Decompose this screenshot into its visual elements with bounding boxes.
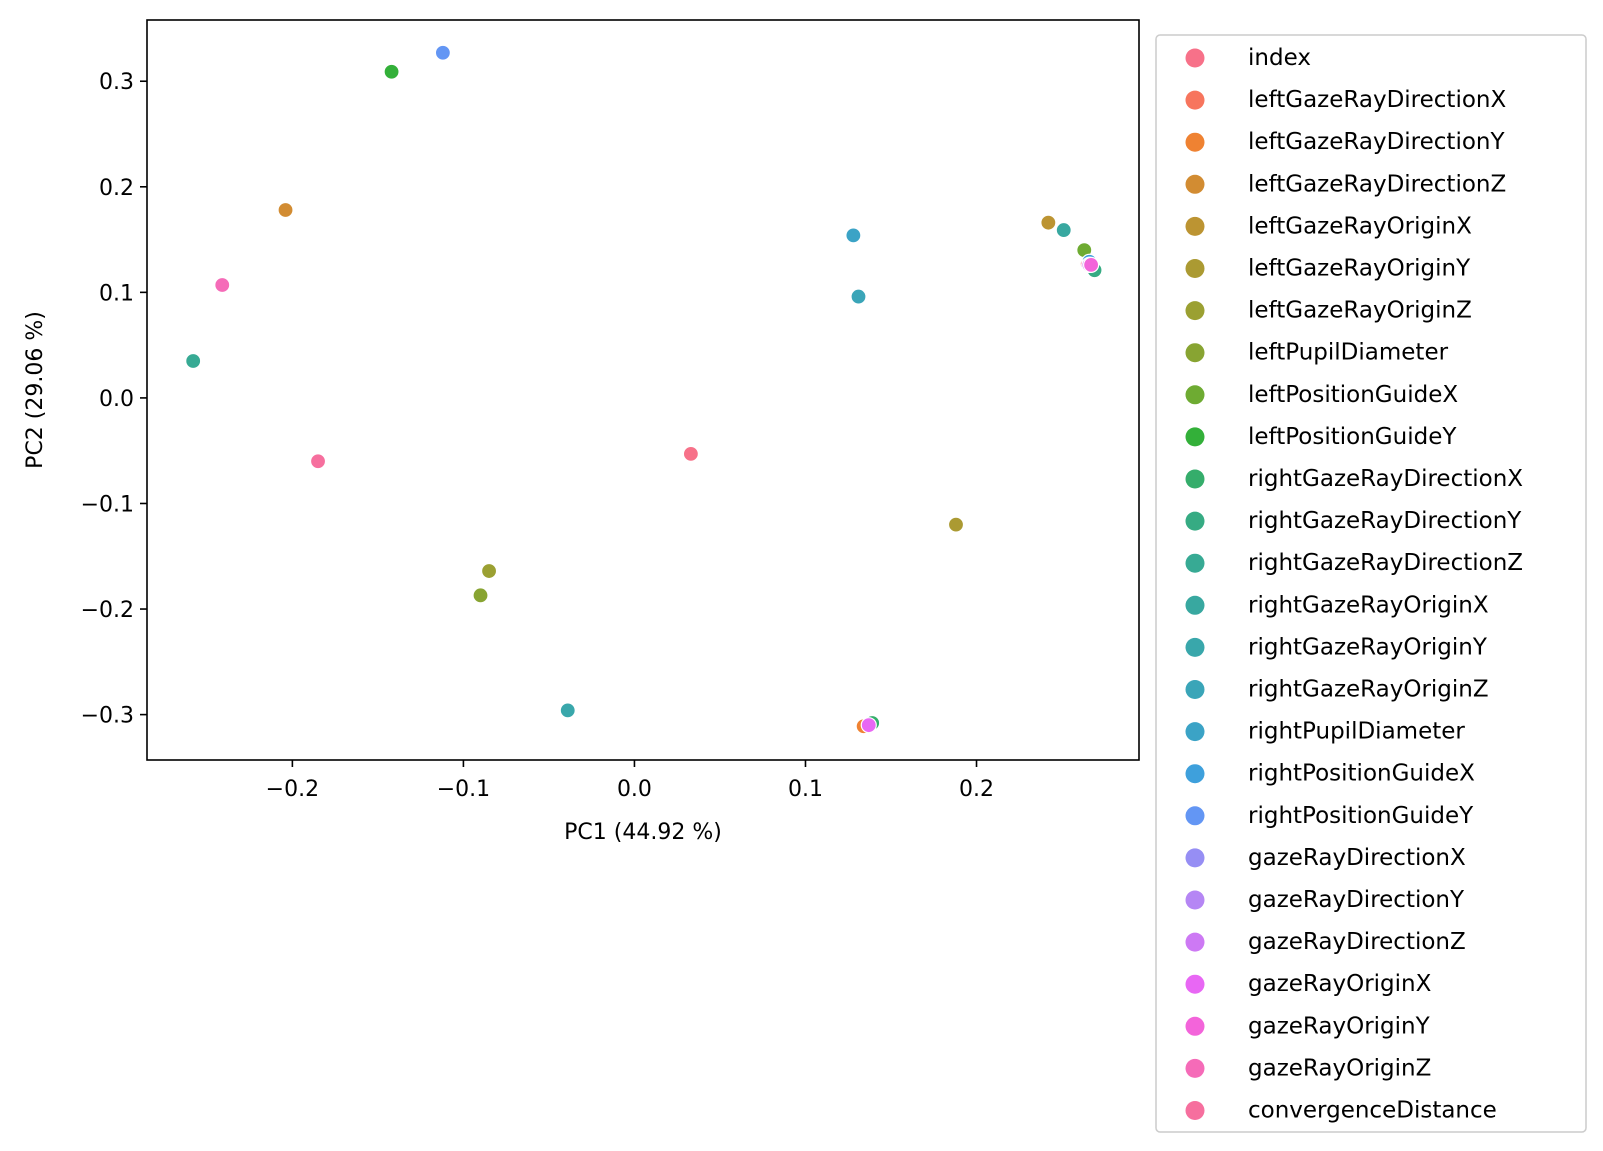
- y-tick-label: −0.1: [81, 492, 134, 517]
- legend-label: rightPositionGuideX: [1248, 761, 1475, 787]
- legend-marker: [1185, 259, 1205, 278]
- legend-label: gazeRayOriginX: [1248, 971, 1432, 997]
- legend-label: leftGazeRayDirectionY: [1248, 129, 1505, 155]
- data-point: [850, 288, 867, 305]
- data-point: [682, 445, 699, 462]
- legend-marker: [1185, 174, 1205, 194]
- data-point: [845, 227, 862, 244]
- x-tick-label: −0.2: [266, 777, 319, 802]
- y-tick-label: 0.2: [99, 176, 134, 201]
- legend-marker: [1185, 722, 1205, 742]
- legend-marker: [1185, 595, 1205, 615]
- data-points: [185, 44, 1103, 735]
- data-point: [559, 702, 576, 719]
- legend-label: rightPositionGuideY: [1248, 803, 1474, 829]
- x-tick-label: 0.0: [617, 777, 652, 802]
- data-point: [309, 453, 327, 470]
- y-axis: 0.3 0.2 0.1 0.0 −0.1 −0.2 −0.3: [81, 70, 147, 729]
- legend-marker: [1185, 806, 1205, 826]
- x-tick-label: 0.2: [959, 777, 994, 802]
- legend-marker: [1185, 301, 1205, 321]
- legend-marker: [1185, 90, 1205, 110]
- legend-marker: [1185, 1058, 1205, 1078]
- data-point: [214, 276, 231, 294]
- x-tick-label: −0.1: [437, 777, 490, 802]
- data-point: [480, 562, 498, 580]
- legend-marker: [1185, 132, 1205, 152]
- x-axis: −0.2 −0.1 0.0 0.1 0.2: [266, 760, 994, 802]
- data-point: [1055, 221, 1072, 239]
- plot-frame: [146, 19, 1140, 761]
- y-axis-label: PC2 (29.06 %): [23, 311, 48, 469]
- legend-label: convergenceDistance: [1248, 1098, 1497, 1124]
- legend-marker: [1185, 343, 1205, 363]
- legend-label: leftGazeRayDirectionZ: [1248, 171, 1506, 197]
- legend-label: gazeRayOriginY: [1248, 1013, 1431, 1039]
- legend-marker: [1185, 974, 1205, 994]
- legend-label: gazeRayDirectionY: [1248, 887, 1465, 913]
- legend-items: index leftGazeRayDirectionX leftGazeRayDir…: [1185, 45, 1523, 1124]
- plot-background: [147, 20, 1139, 760]
- legend-marker: [1185, 48, 1205, 68]
- legend-marker: [1185, 385, 1205, 405]
- legend-label: rightGazeRayDirectionY: [1248, 508, 1522, 534]
- legend-label: leftGazeRayOriginX: [1248, 213, 1472, 239]
- x-tick-label: 0.1: [788, 777, 823, 802]
- y-tick-label: 0.1: [99, 281, 134, 306]
- legend-label: rightGazeRayOriginY: [1248, 634, 1488, 660]
- legend-label: leftPositionGuideX: [1248, 382, 1458, 408]
- legend-marker: [1185, 680, 1205, 699]
- data-point: [277, 201, 294, 219]
- legend-label: rightPupilDiameter: [1248, 719, 1465, 745]
- legend-label: leftPupilDiameter: [1248, 340, 1449, 366]
- legend-marker: [1185, 1016, 1205, 1036]
- legend-marker: [1185, 890, 1205, 910]
- data-point: [434, 44, 451, 61]
- legend-label: rightGazeRayDirectionX: [1248, 466, 1523, 492]
- legend-marker: [1185, 764, 1205, 784]
- data-point: [383, 63, 400, 80]
- legend-label: gazeRayDirectionZ: [1248, 929, 1466, 955]
- data-point: [947, 516, 965, 533]
- legend-marker: [1185, 216, 1205, 236]
- legend-label: gazeRayOriginZ: [1248, 1055, 1431, 1081]
- legend-label: rightGazeRayOriginZ: [1248, 677, 1489, 703]
- y-tick-label: −0.2: [81, 598, 134, 623]
- legend-label: leftGazeRayDirectionX: [1248, 87, 1506, 113]
- legend-marker: [1185, 427, 1205, 447]
- legend-marker: [1185, 469, 1205, 489]
- data-point: [185, 352, 202, 370]
- legend-marker: [1185, 637, 1205, 657]
- legend: index leftGazeRayDirectionX leftGazeRayDir…: [1155, 34, 1587, 1133]
- legend-label: gazeRayDirectionX: [1248, 845, 1466, 871]
- legend-marker: [1185, 848, 1205, 868]
- legend-label: leftGazeRayOriginY: [1248, 256, 1471, 282]
- y-tick-label: −0.3: [81, 704, 134, 729]
- legend-marker: [1185, 1101, 1205, 1120]
- y-tick-label: 0.3: [99, 70, 134, 95]
- x-axis-label: PC1 (44.92 %): [564, 820, 722, 845]
- legend-label: leftPositionGuideY: [1248, 424, 1457, 450]
- legend-frame: [1155, 34, 1587, 1133]
- data-point: [1040, 214, 1057, 231]
- legend-label: rightGazeRayOriginX: [1248, 592, 1489, 618]
- legend-marker: [1185, 553, 1205, 573]
- data-point: [860, 717, 877, 734]
- data-point: [472, 587, 489, 604]
- y-tick-label: 0.0: [99, 387, 134, 412]
- legend-marker: [1185, 511, 1205, 531]
- data-point: [1083, 256, 1100, 274]
- legend-label: rightGazeRayDirectionZ: [1248, 550, 1523, 576]
- legend-marker: [1185, 932, 1205, 952]
- legend-label: leftGazeRayOriginZ: [1248, 298, 1472, 324]
- legend-label: index: [1248, 45, 1311, 71]
